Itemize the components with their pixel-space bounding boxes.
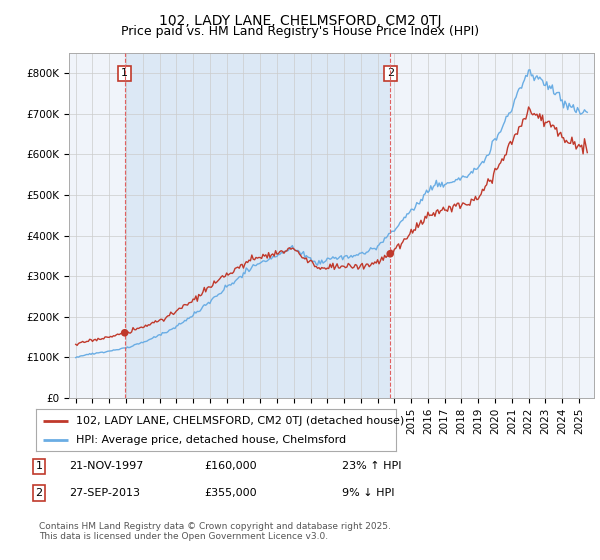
Point xyxy=(385,249,395,258)
Text: 23% ↑ HPI: 23% ↑ HPI xyxy=(342,461,401,472)
Text: £160,000: £160,000 xyxy=(204,461,257,472)
Text: 9% ↓ HPI: 9% ↓ HPI xyxy=(342,488,395,498)
Text: 27-SEP-2013: 27-SEP-2013 xyxy=(69,488,140,498)
Text: 2: 2 xyxy=(386,68,394,78)
Text: £355,000: £355,000 xyxy=(204,488,257,498)
Text: 102, LADY LANE, CHELMSFORD, CM2 0TJ: 102, LADY LANE, CHELMSFORD, CM2 0TJ xyxy=(159,14,441,28)
Bar xyxy=(125,53,390,398)
Text: 21-NOV-1997: 21-NOV-1997 xyxy=(69,461,143,472)
Text: 1: 1 xyxy=(121,68,128,78)
Text: 2: 2 xyxy=(35,488,43,498)
Text: HPI: Average price, detached house, Chelmsford: HPI: Average price, detached house, Chel… xyxy=(76,435,346,445)
Text: 1: 1 xyxy=(35,461,43,472)
Text: 102, LADY LANE, CHELMSFORD, CM2 0TJ (detached house): 102, LADY LANE, CHELMSFORD, CM2 0TJ (det… xyxy=(76,416,404,426)
Text: Price paid vs. HM Land Registry's House Price Index (HPI): Price paid vs. HM Land Registry's House … xyxy=(121,25,479,38)
Text: Contains HM Land Registry data © Crown copyright and database right 2025.
This d: Contains HM Land Registry data © Crown c… xyxy=(39,522,391,542)
Point xyxy=(120,328,130,337)
